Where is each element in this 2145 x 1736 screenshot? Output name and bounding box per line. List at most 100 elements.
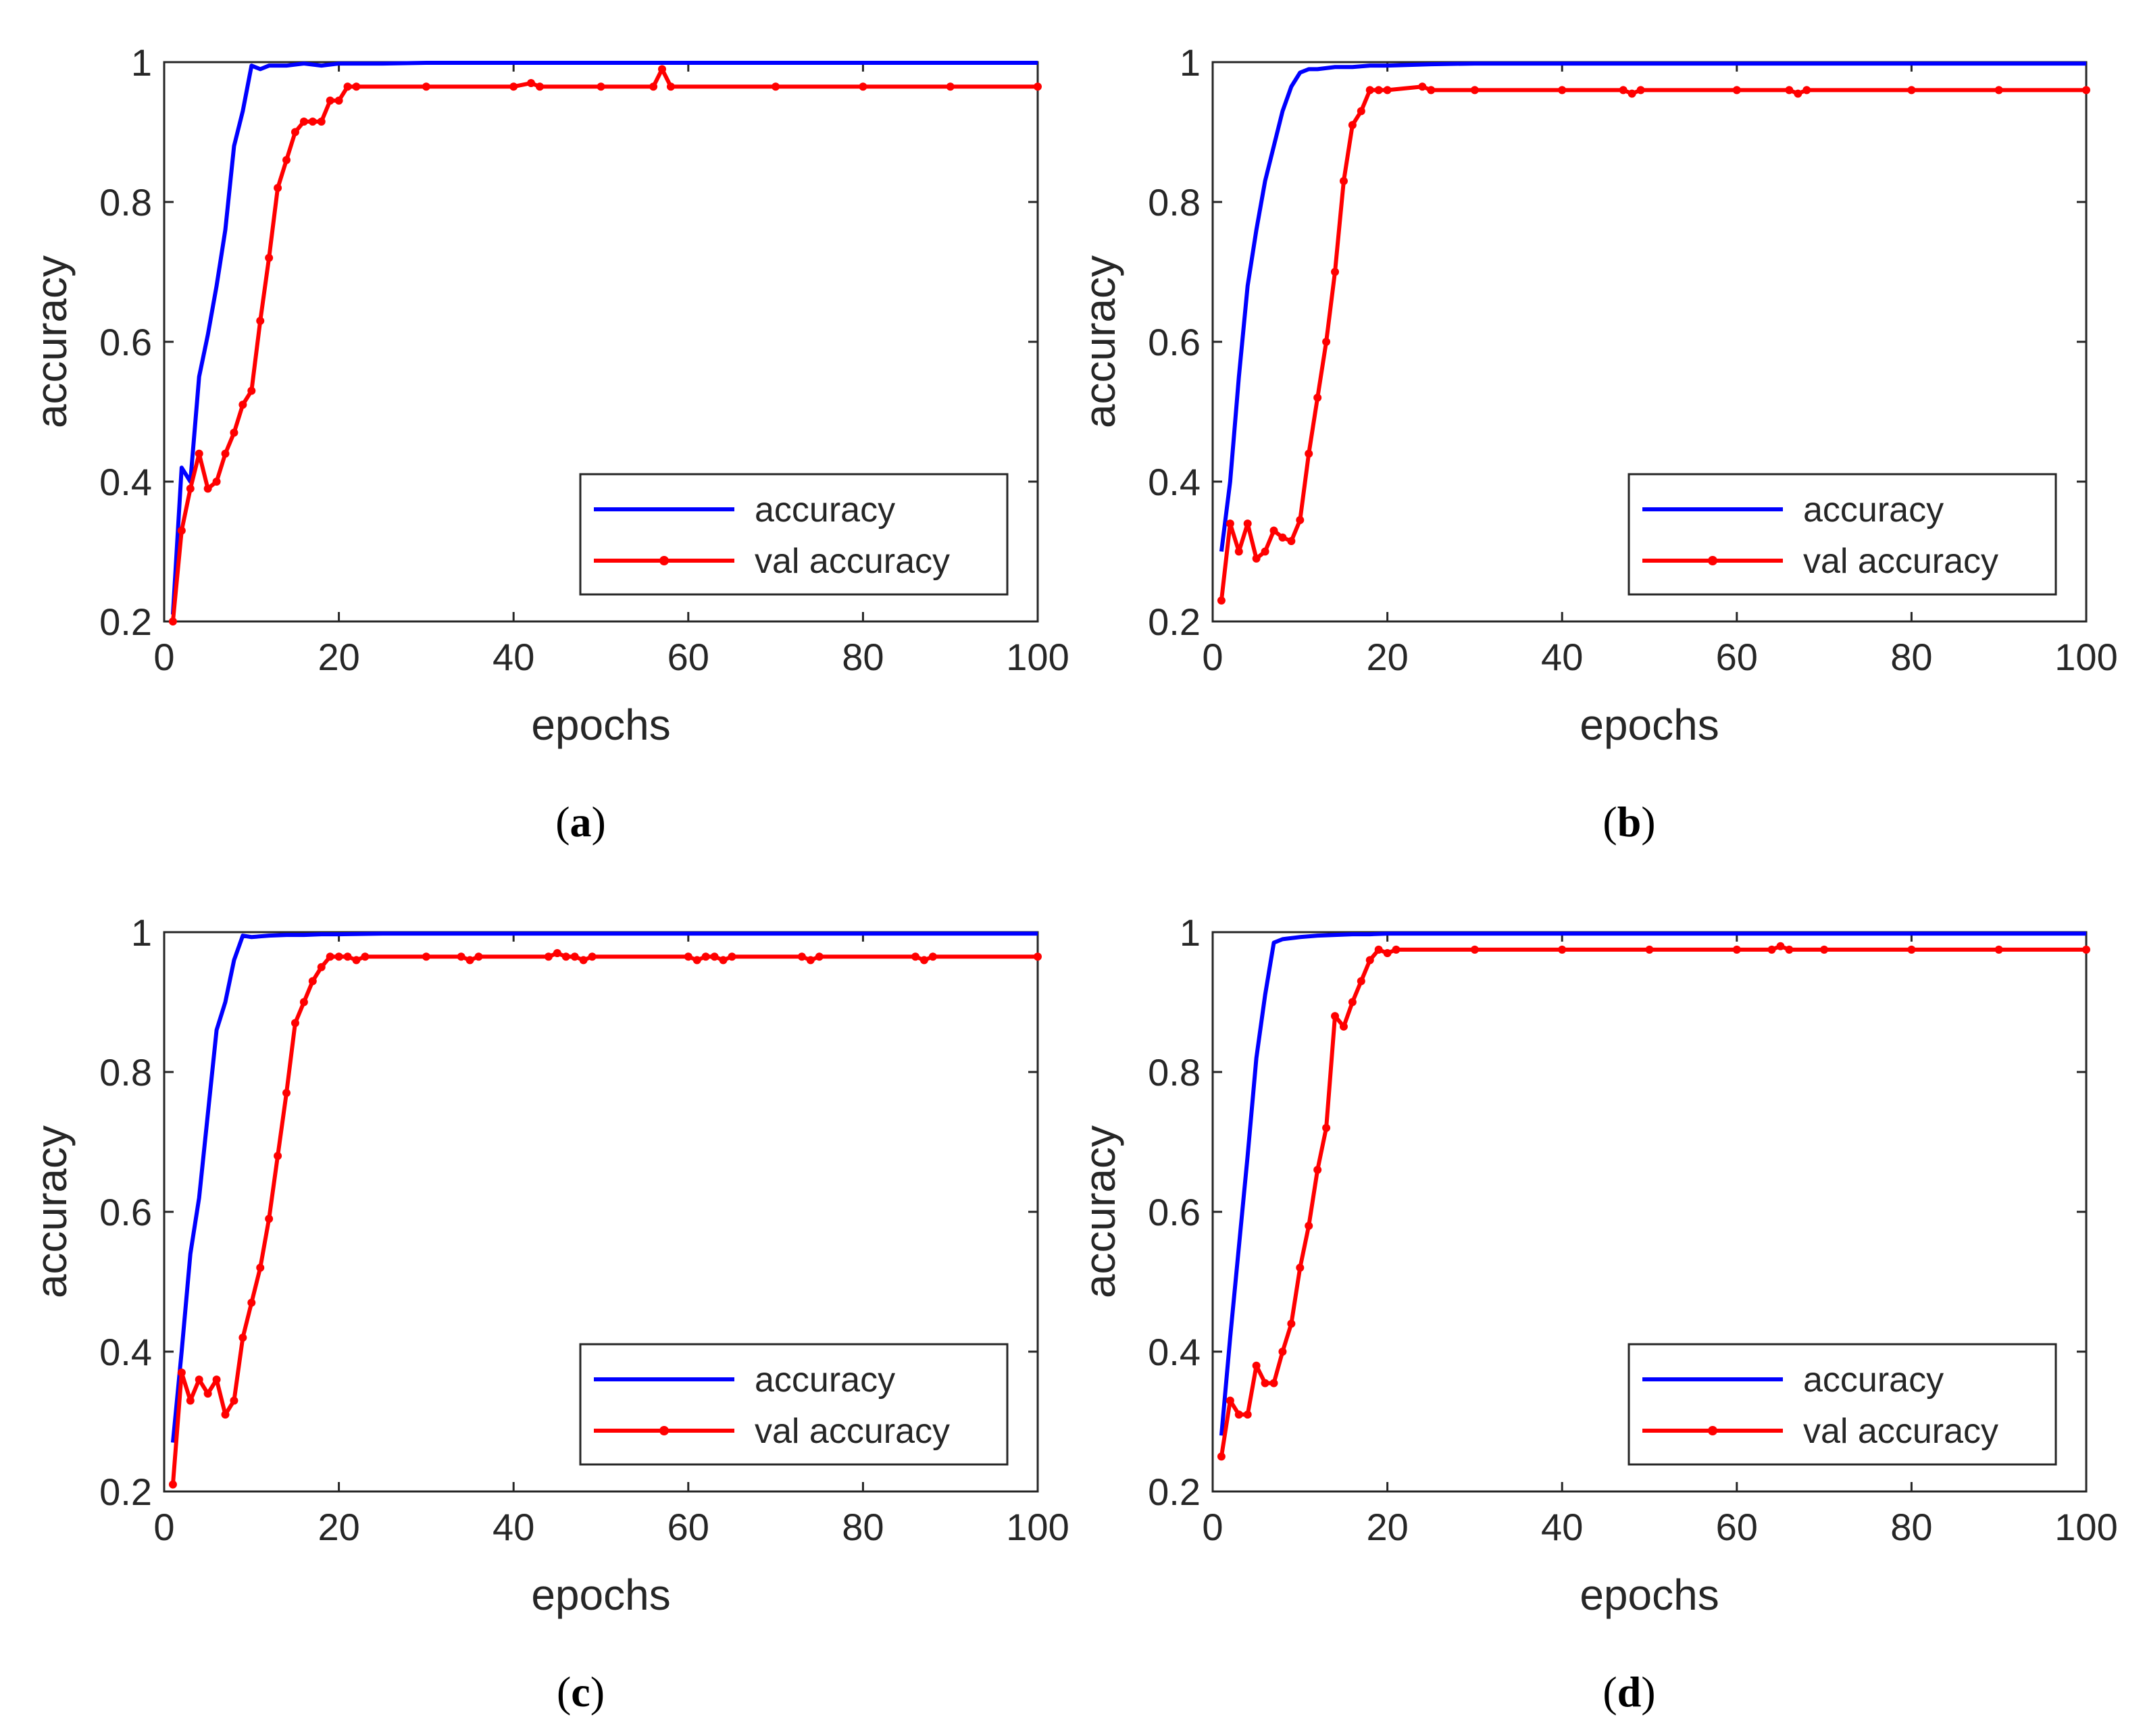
data-point [274,1152,282,1160]
y-tick-label: 0.2 [99,601,152,643]
data-point [1348,121,1357,130]
data-point [282,1089,291,1098]
data-point [1636,86,1645,95]
data-point [1619,86,1627,95]
legend: accuracy val accuracy [579,1343,1009,1466]
data-point [1558,945,1567,954]
data-point [570,952,579,961]
data-point [1357,977,1365,986]
data-point [1305,1221,1313,1230]
data-point [168,617,177,626]
data-point [719,956,728,965]
y-axis-label: accuracy [27,1125,76,1298]
data-point [256,1263,265,1272]
data-point [308,977,317,986]
series-line-val-accuracy [1219,84,2086,601]
y-tick-label: 0.6 [99,321,152,363]
y-tick-label: 0.8 [1148,181,1201,224]
panel-caption: (a) [555,798,606,846]
x-tick-label: 80 [842,1506,884,1548]
data-point [282,155,291,164]
data-point [561,952,570,961]
legend-box [579,1343,1009,1466]
data-point [649,82,658,91]
y-axis-label: accuracy [27,255,76,428]
y-axis-label: accuracy [1076,1125,1124,1298]
data-point [1994,86,2003,95]
series-line-accuracy [170,61,1038,615]
data-point [527,79,536,88]
panel-c: 0 20 40 60 80 1000.20.40.60.81epochsaccuracya… [27,911,1069,1716]
legend-marker [1708,1426,1717,1435]
y-tick-label: 1 [1180,911,1201,954]
panel-d: 0 20 40 60 80 1000.20.40.60.81epochsaccuracya… [1076,911,2118,1716]
data-point [1234,1410,1243,1419]
data-point [684,952,692,961]
data-point [361,952,370,961]
x-tick-label: 40 [493,636,534,678]
data-point [299,117,308,126]
data-point [343,82,352,91]
y-tick-label: 1 [131,911,152,954]
data-point [859,82,867,91]
data-point [2082,945,2090,954]
data-point [299,998,308,1006]
data-point [230,428,238,437]
data-point [343,952,352,961]
data-point [658,65,667,74]
data-point [919,956,928,965]
data-point [212,478,221,486]
x-tick-label: 100 [2054,636,2117,678]
data-point [1226,519,1234,528]
data-point [1732,86,1741,95]
legend-label: val accuracy [755,1412,950,1451]
y-tick-label: 0.8 [99,181,152,224]
data-point [1252,554,1261,563]
data-point [1994,945,2003,954]
data-point [1767,945,1776,954]
legend-label: val accuracy [1803,542,1998,581]
panel-a: 0 20 40 60 80 1000.20.40.60.81epochsaccuracya… [27,41,1069,846]
data-point [168,1480,177,1489]
data-point [597,82,605,91]
data-point [1287,1319,1296,1328]
data-point [1034,952,1042,961]
data-point [1261,1379,1269,1387]
data-point [1802,86,1811,95]
data-point [666,82,675,91]
data-point [265,253,274,262]
data-point [1558,86,1567,95]
series-line-accuracy [1219,61,2086,552]
legend-box [1627,473,2057,596]
x-tick-label: 0 [153,636,174,678]
y-axis-label: accuracy [1076,255,1124,428]
data-point [1418,82,1427,91]
x-tick-label: 60 [667,1506,709,1548]
data-point [1794,89,1802,98]
data-point [1313,393,1322,402]
data-point [203,1389,212,1398]
y-tick-label: 0.8 [1148,1051,1201,1094]
data-point [1374,945,1383,954]
series-line-accuracy [170,931,1038,1443]
data-point [911,952,919,961]
data-point [265,1215,274,1223]
x-tick-label: 0 [1202,1506,1223,1548]
data-point [797,952,806,961]
series-line-val-accuracy [170,951,1038,1485]
data-point [2082,86,2090,95]
data-point [308,117,317,126]
data-point [553,949,561,958]
data-point [334,96,343,105]
x-tick-label: 60 [667,636,709,678]
data-point [326,96,334,105]
data-point [806,956,815,965]
x-tick-label: 60 [1716,636,1758,678]
data-point [1785,945,1794,954]
data-point [509,82,518,91]
data-point [928,952,937,961]
x-axis-label: epochs [531,700,670,749]
data-point [1305,449,1313,458]
data-point [186,1396,195,1405]
